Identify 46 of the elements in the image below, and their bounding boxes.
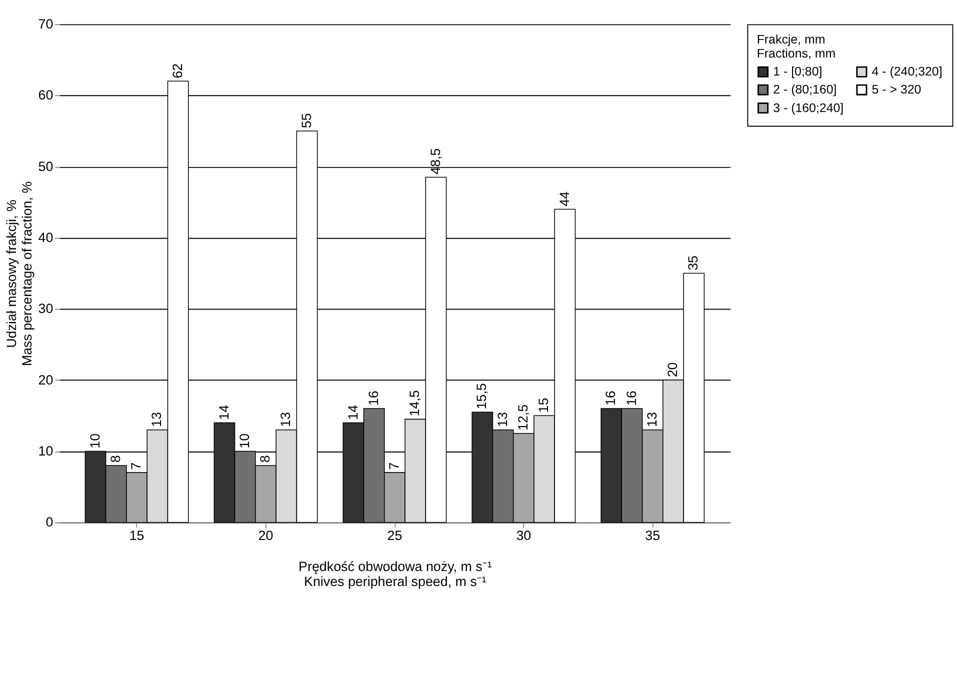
data-label: 8 bbox=[258, 455, 273, 463]
data-label: 13 bbox=[149, 412, 164, 427]
data-label: 20 bbox=[665, 362, 680, 378]
x-axis-title: Prędkość obwodowa noży, m s⁻¹ Knives peripheral speed, m s⁻¹ bbox=[298, 558, 492, 590]
data-label: 62 bbox=[170, 63, 185, 78]
y-tick-label: 0 bbox=[46, 514, 54, 530]
data-label: 7 bbox=[386, 462, 402, 470]
data-label: 13 bbox=[278, 412, 294, 427]
data-label: 16 bbox=[624, 390, 639, 406]
x-tick-label: 20 bbox=[258, 528, 274, 544]
data-label: 15 bbox=[536, 398, 552, 413]
data-label: 14,5 bbox=[407, 390, 422, 416]
y-tick-label: 50 bbox=[38, 158, 54, 174]
data-label: 8 bbox=[108, 455, 123, 463]
data-label: 48,5 bbox=[428, 148, 443, 174]
legend-label: 2 - (80;160] bbox=[773, 82, 837, 97]
data-label: 14 bbox=[216, 404, 232, 420]
x-tick-label: 25 bbox=[387, 528, 402, 544]
data-label: 14 bbox=[345, 404, 360, 420]
data-label: 35 bbox=[686, 256, 701, 270]
y-tick-label: 10 bbox=[38, 444, 54, 459]
data-label: 55 bbox=[298, 113, 314, 128]
y-tick-label: 60 bbox=[38, 88, 54, 103]
x-tick-label: 35 bbox=[645, 528, 660, 544]
data-label: 15,5 bbox=[474, 383, 490, 410]
legend-label: 3 - (160;240] bbox=[773, 100, 844, 115]
data-label: 12,5 bbox=[515, 404, 530, 431]
data-label: 13 bbox=[494, 412, 510, 427]
y-tick-label: 40 bbox=[38, 230, 54, 246]
y-tick-label: 70 bbox=[38, 16, 54, 32]
legend-label: 5 - > 320 bbox=[872, 82, 922, 97]
data-label: 44 bbox=[556, 190, 572, 206]
y-tick-label: 30 bbox=[38, 301, 54, 316]
y-tick-label: 20 bbox=[38, 372, 54, 388]
data-label: 16 bbox=[603, 390, 618, 406]
y-axis-title: Udział masowy frakcji, % Mass percentage of fraction, % bbox=[4, 181, 35, 366]
data-label: 13 bbox=[644, 412, 660, 427]
data-label: 10 bbox=[87, 433, 102, 448]
legend-title: Frakcje, mm Fractions, mm bbox=[756, 32, 836, 61]
data-label: 10 bbox=[236, 433, 252, 448]
legend-label: 1 - [0;80] bbox=[773, 64, 822, 79]
data-label: 7 bbox=[128, 462, 144, 470]
x-tick-label: 15 bbox=[129, 528, 144, 544]
data-label: 16 bbox=[366, 390, 381, 406]
legend-label: 4 - (240;320] bbox=[872, 64, 942, 79]
x-tick-label: 30 bbox=[516, 528, 532, 544]
